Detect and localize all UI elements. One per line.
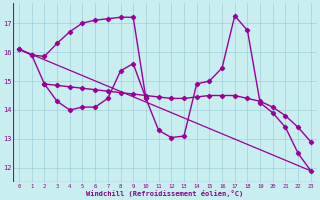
X-axis label: Windchill (Refroidissement éolien,°C): Windchill (Refroidissement éolien,°C) bbox=[86, 190, 244, 197]
